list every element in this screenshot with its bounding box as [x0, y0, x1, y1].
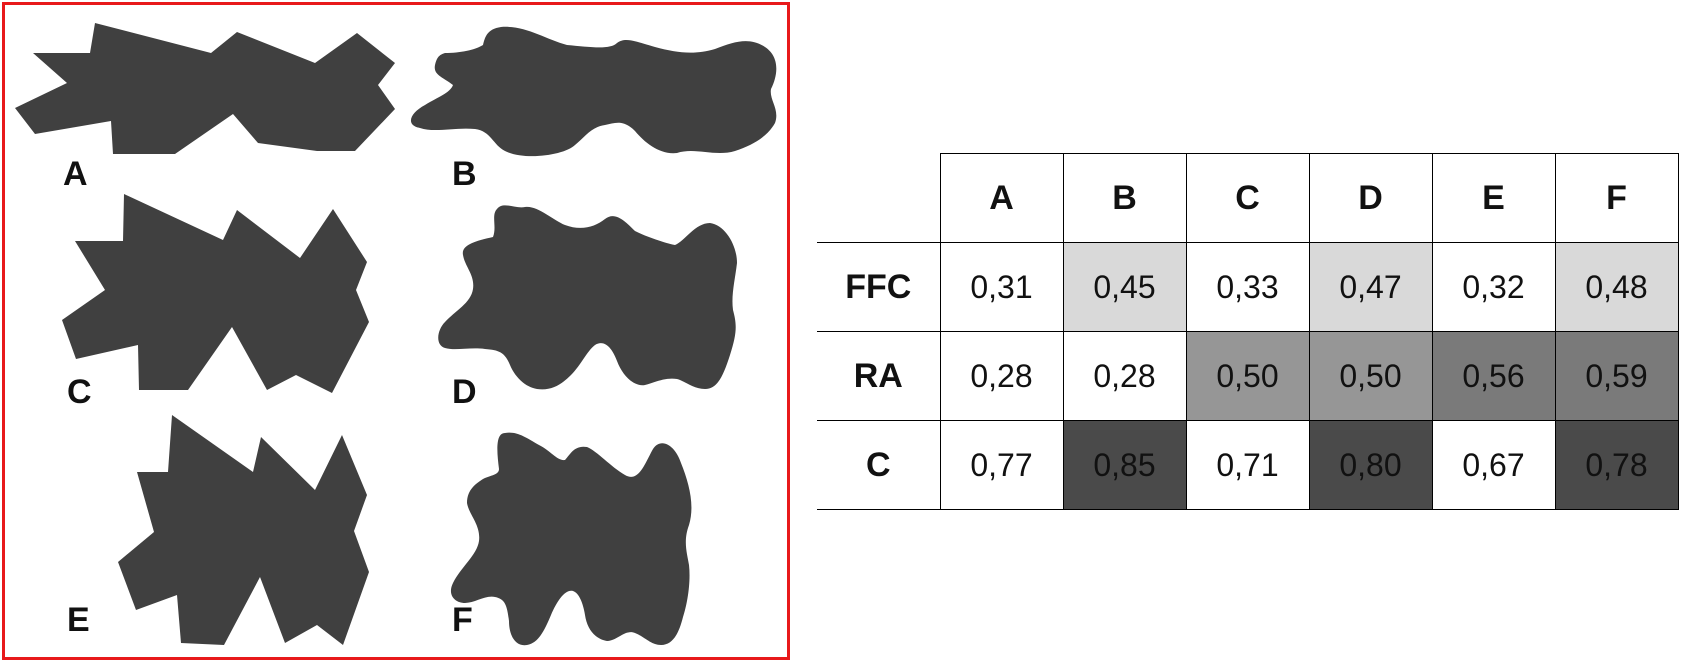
shape-a — [15, 23, 395, 154]
column-header-d: D — [1308, 153, 1432, 243]
shape-d — [438, 205, 737, 390]
shapes-panel: A B C D E F — [2, 2, 790, 660]
table-cell: 0,31 — [939, 242, 1063, 332]
table-cell: 0,56 — [1431, 331, 1555, 421]
shape-e — [118, 415, 369, 645]
shape-c — [62, 194, 369, 393]
table-row-ra: RA 0,28 0,28 0,50 0,50 0,56 0,59 — [817, 331, 1679, 421]
shape-label-f: F — [452, 601, 473, 639]
table-cell: 0,28 — [939, 331, 1063, 421]
column-header-e: E — [1431, 153, 1555, 243]
table-cell: 0,85 — [1062, 420, 1186, 510]
table-cell: 0,77 — [939, 420, 1063, 510]
shape-label-a: A — [63, 155, 88, 193]
table-corner-cell — [817, 154, 940, 243]
shape-label-d: D — [452, 373, 477, 411]
shape-b — [410, 26, 777, 157]
table-cell: 0,67 — [1431, 420, 1555, 510]
row-header-ra: RA — [817, 331, 940, 421]
score-table-wrapper: A B C D E F FFC 0,31 0,45 0,33 0,47 0,32… — [817, 153, 1679, 510]
table-row-c: C 0,77 0,85 0,71 0,80 0,67 0,78 — [817, 420, 1679, 510]
column-header-c: C — [1185, 153, 1309, 243]
score-table: A B C D E F FFC 0,31 0,45 0,33 0,47 0,32… — [817, 153, 1679, 510]
table-cell: 0,78 — [1554, 420, 1679, 510]
shape-label-b: B — [452, 155, 477, 193]
table-cell: 0,59 — [1554, 331, 1679, 421]
table-cell: 0,33 — [1185, 242, 1309, 332]
column-header-a: A — [939, 153, 1063, 243]
table-cell: 0,50 — [1308, 331, 1432, 421]
row-header-c: C — [817, 420, 940, 510]
table-cell: 0,47 — [1308, 242, 1432, 332]
shapes-canvas — [15, 23, 777, 646]
shape-label-c: C — [67, 373, 92, 411]
table-cell: 0,32 — [1431, 242, 1555, 332]
table-row-ffc: FFC 0,31 0,45 0,33 0,47 0,32 0,48 — [817, 242, 1679, 332]
row-header-ffc: FFC — [817, 242, 940, 332]
column-header-b: B — [1062, 153, 1186, 243]
table-cell: 0,28 — [1062, 331, 1186, 421]
shape-label-e: E — [67, 601, 90, 639]
table-cell: 0,80 — [1308, 420, 1432, 510]
table-cell: 0,48 — [1554, 242, 1679, 332]
column-header-f: F — [1554, 153, 1679, 243]
table-cell: 0,50 — [1185, 331, 1309, 421]
table-header-row: A B C D E F — [817, 153, 1679, 243]
table-cell: 0,71 — [1185, 420, 1309, 510]
table-cell: 0,45 — [1062, 242, 1186, 332]
shape-f — [450, 432, 692, 646]
